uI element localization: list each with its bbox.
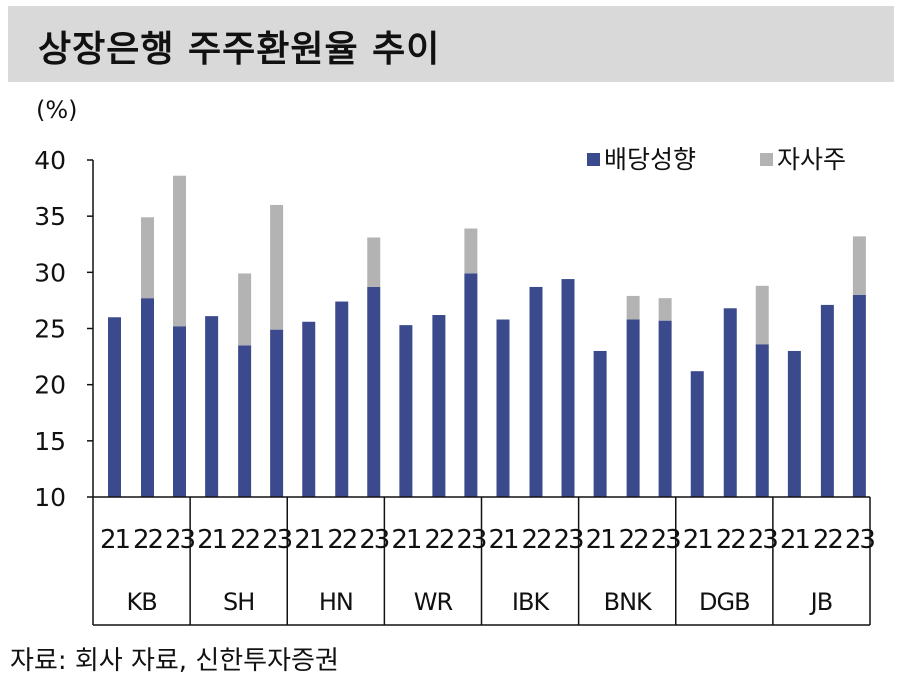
group-label: BNK bbox=[604, 588, 653, 616]
bar-dividend-JB-21 bbox=[787, 350, 801, 497]
bar-buyback-HN-23 bbox=[367, 237, 381, 287]
bar-dividend-DGB-22 bbox=[723, 308, 737, 497]
bar-buyback-DGB-23 bbox=[755, 285, 769, 345]
year-label: 22 bbox=[521, 525, 550, 555]
group-label: SH bbox=[223, 588, 254, 616]
source-note: 자료: 회사 자료, 신한투자증권 bbox=[10, 646, 339, 676]
bar-dividend-JB-22 bbox=[820, 304, 834, 497]
year-label: 21 bbox=[780, 525, 810, 555]
chart-title: 상장은행 주주환원율 추이 bbox=[38, 29, 441, 70]
bar-dividend-JB-23 bbox=[852, 294, 866, 497]
bar-dividend-HN-23 bbox=[367, 286, 381, 497]
bar-dividend-SH-23 bbox=[270, 329, 284, 497]
year-label: 23 bbox=[845, 525, 875, 555]
year-label: 21 bbox=[683, 525, 713, 555]
year-label: 21 bbox=[294, 525, 324, 555]
y-tick-label: 35 bbox=[34, 202, 66, 231]
bar-dividend-BNK-23 bbox=[658, 320, 672, 497]
year-label: 22 bbox=[424, 525, 453, 555]
group-label: DGB bbox=[699, 588, 750, 616]
y-tick-label: 15 bbox=[34, 427, 66, 456]
year-label: 22 bbox=[716, 525, 745, 555]
bar-dividend-SH-22 bbox=[238, 345, 252, 497]
year-label: 21 bbox=[100, 525, 130, 555]
bar-dividend-IBK-23 bbox=[561, 279, 575, 497]
year-label: 22 bbox=[133, 525, 162, 555]
bar-dividend-HN-22 bbox=[335, 301, 349, 497]
year-label: 22 bbox=[327, 525, 356, 555]
group-label: HN bbox=[319, 588, 353, 616]
bar-dividend-BNK-21 bbox=[593, 350, 607, 497]
group-label: IBK bbox=[512, 588, 551, 616]
year-label: 22 bbox=[619, 525, 648, 555]
bar-buyback-WR-23 bbox=[464, 228, 478, 274]
year-label: 21 bbox=[197, 525, 227, 555]
y-tick-label: 25 bbox=[34, 315, 66, 344]
bar-buyback-BNK-22 bbox=[626, 295, 640, 320]
bar-buyback-JB-23 bbox=[852, 236, 866, 295]
bar-dividend-DGB-21 bbox=[690, 371, 704, 497]
bar-dividend-IBK-21 bbox=[496, 319, 510, 497]
bar-dividend-SH-21 bbox=[205, 316, 219, 497]
bar-dividend-WR-21 bbox=[399, 325, 413, 497]
y-tick-label: 20 bbox=[34, 371, 66, 400]
year-label: 21 bbox=[586, 525, 616, 555]
bar-buyback-SH-23 bbox=[270, 204, 284, 330]
bar-dividend-KB-23 bbox=[173, 326, 186, 497]
y-unit-label: (%) bbox=[36, 96, 78, 124]
bar-dividend-KB-22 bbox=[141, 298, 154, 497]
bar-buyback-KB-22 bbox=[141, 217, 154, 299]
group-label: KB bbox=[126, 588, 156, 616]
year-label: 23 bbox=[651, 525, 681, 555]
legend-swatch-dividend bbox=[587, 153, 600, 166]
year-label: 23 bbox=[553, 525, 583, 555]
bar-dividend-KB-21 bbox=[108, 317, 121, 497]
y-tick-label: 10 bbox=[34, 483, 66, 512]
bar-dividend-BNK-22 bbox=[626, 319, 640, 497]
year-label: 22 bbox=[230, 525, 259, 555]
legend-label-buyback: 자사주 bbox=[777, 145, 846, 174]
year-label: 21 bbox=[391, 525, 421, 555]
legend-swatch-buyback bbox=[760, 153, 773, 166]
bar-buyback-BNK-23 bbox=[658, 298, 672, 321]
bar-buyback-SH-22 bbox=[238, 273, 252, 346]
year-label: 23 bbox=[456, 525, 486, 555]
bar-dividend-HN-21 bbox=[302, 321, 316, 497]
bar-dividend-DGB-23 bbox=[755, 344, 769, 497]
legend-label-dividend: 배당성향 bbox=[604, 145, 696, 174]
title-bar: 상장은행 주주환원율 추이 bbox=[8, 6, 894, 82]
year-label: 23 bbox=[359, 525, 389, 555]
bar-dividend-WR-23 bbox=[464, 273, 478, 497]
year-label: 23 bbox=[165, 525, 195, 555]
group-label: WR bbox=[414, 588, 453, 616]
bar-dividend-WR-22 bbox=[432, 315, 446, 497]
bar-dividend-IBK-22 bbox=[529, 286, 543, 497]
bar-buyback-KB-23 bbox=[173, 175, 186, 327]
y-tick-label: 40 bbox=[34, 146, 66, 175]
group-label: JB bbox=[809, 588, 833, 616]
year-label: 22 bbox=[813, 525, 842, 555]
y-tick-label: 30 bbox=[34, 258, 66, 287]
year-label: 21 bbox=[488, 525, 518, 555]
year-label: 23 bbox=[262, 525, 292, 555]
year-label: 23 bbox=[748, 525, 778, 555]
